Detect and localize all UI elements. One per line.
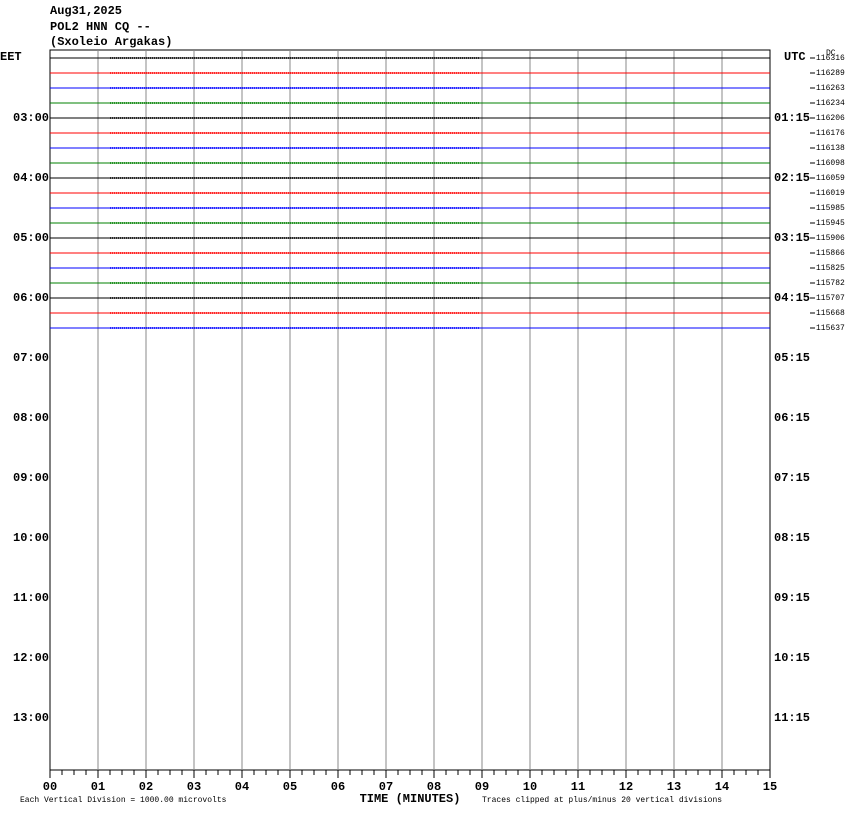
right-hour-label: 07:15 xyxy=(774,471,810,485)
x-tick-label: 04 xyxy=(235,780,249,794)
trace-offset: 115866 xyxy=(816,249,845,258)
trace-offset: 116059 xyxy=(816,174,845,183)
x-tick-label: 00 xyxy=(43,780,57,794)
right-hour-label: 09:15 xyxy=(774,591,810,605)
left-hour-label: 11:00 xyxy=(13,591,49,605)
x-tick-label: 02 xyxy=(139,780,153,794)
trace-offset: 116206 xyxy=(816,114,845,123)
x-tick-label: 03 xyxy=(187,780,201,794)
trace-offset: 115637 xyxy=(816,324,845,333)
right-hour-label: 08:15 xyxy=(774,531,810,545)
plot-frame xyxy=(49,49,771,771)
left-hour-label: 13:00 xyxy=(13,711,49,725)
x-tick-label: 11 xyxy=(571,780,585,794)
scale-note: Each Vertical Division = 1000.00 microvo… xyxy=(20,796,227,805)
station: POL2 HNN CQ -- xyxy=(50,20,151,34)
site: (Sxoleio Argakas) xyxy=(50,35,172,49)
trace-offset: 115782 xyxy=(816,279,845,288)
trace-offset: 116019 xyxy=(816,189,845,198)
trace-offset: 116176 xyxy=(816,129,845,138)
x-tick-label: 13 xyxy=(667,780,681,794)
left-hour-label: 10:00 xyxy=(13,531,49,545)
trace-offset: 116138 xyxy=(816,144,845,153)
x-tick-label: 05 xyxy=(283,780,297,794)
right-hour-label: 06:15 xyxy=(774,411,810,425)
left-hour-label: 03:00 xyxy=(13,111,49,125)
trace-offset: 115985 xyxy=(816,204,845,213)
left-hour-label: 09:00 xyxy=(13,471,49,485)
x-tick-label: 07 xyxy=(379,780,393,794)
trace-offset: 115668 xyxy=(816,309,845,318)
x-axis-label: TIME (MINUTES) xyxy=(360,792,461,806)
left-hour-label: 04:00 xyxy=(13,171,49,185)
right-hour-label: 10:15 xyxy=(774,651,810,665)
left-hour-label: 07:00 xyxy=(13,351,49,365)
right-hour-label: 03:15 xyxy=(774,231,810,245)
trace-offset: 115906 xyxy=(816,234,845,243)
right-hour-label: 02:15 xyxy=(774,171,810,185)
x-tick-label: 12 xyxy=(619,780,633,794)
trace-offset: 116289 xyxy=(816,69,845,78)
x-tick-label: 06 xyxy=(331,780,345,794)
right-axis-label: UTC xyxy=(784,50,806,64)
x-tick-label: 15 xyxy=(763,780,777,794)
trace-offset: 116316 xyxy=(816,54,845,63)
trace-offset: 115945 xyxy=(816,219,845,228)
trace-offset: 116098 xyxy=(816,159,845,168)
trace-offset: 116234 xyxy=(816,99,845,108)
dc-label: DC xyxy=(826,49,836,58)
clip-note: Traces clipped at plus/minus 20 vertical… xyxy=(482,796,722,805)
x-tick-label: 09 xyxy=(475,780,489,794)
trace-offset: 115825 xyxy=(816,264,845,273)
right-hour-label: 01:15 xyxy=(774,111,810,125)
right-hour-label: 11:15 xyxy=(774,711,810,725)
x-tick-label: 08 xyxy=(427,780,441,794)
trace-offset: 116263 xyxy=(816,84,845,93)
left-hour-label: 12:00 xyxy=(13,651,49,665)
left-hour-label: 05:00 xyxy=(13,231,49,245)
right-hour-label: 05:15 xyxy=(774,351,810,365)
x-tick-label: 10 xyxy=(523,780,537,794)
left-hour-label: 06:00 xyxy=(13,291,49,305)
trace-offset: 115707 xyxy=(816,294,845,303)
left-hour-label: 08:00 xyxy=(13,411,49,425)
left-axis-label: EET xyxy=(0,50,22,64)
date: Aug31,2025 xyxy=(50,4,122,18)
x-tick-label: 14 xyxy=(715,780,729,794)
right-hour-label: 04:15 xyxy=(774,291,810,305)
x-tick-label: 01 xyxy=(91,780,105,794)
